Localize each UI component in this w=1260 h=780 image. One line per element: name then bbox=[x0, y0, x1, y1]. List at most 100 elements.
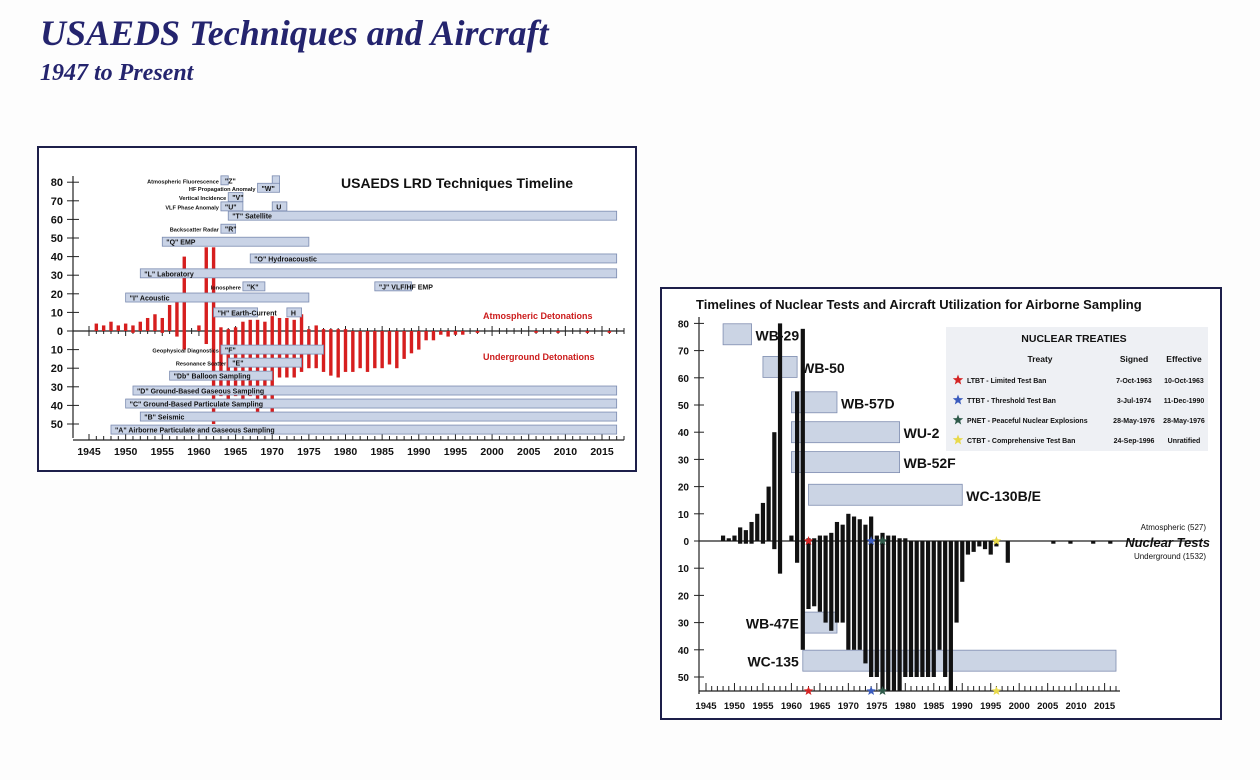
atmospheric-bar bbox=[204, 247, 208, 331]
atmospheric-bar bbox=[167, 304, 172, 331]
underground-bar bbox=[982, 541, 988, 550]
x-tick-label: 1990 bbox=[952, 701, 973, 712]
underground-bar bbox=[343, 331, 348, 372]
y-tick-label: 20 bbox=[51, 289, 63, 301]
x-tick-label: 2000 bbox=[1009, 701, 1030, 712]
technique-code: "E" bbox=[232, 361, 243, 368]
underground-bar bbox=[175, 331, 179, 337]
underground-bar bbox=[409, 331, 414, 354]
technique-bar bbox=[286, 307, 302, 318]
technique-bar bbox=[132, 385, 618, 396]
y-tick-label: 30 bbox=[51, 270, 63, 282]
underground-bar bbox=[829, 541, 834, 631]
atmospheric-bar bbox=[109, 321, 113, 331]
y-tick-label: 60 bbox=[678, 374, 690, 385]
aircraft-bar bbox=[791, 421, 901, 444]
underground-bar bbox=[131, 331, 135, 333]
treaty-signed: 7-Oct-1963 bbox=[1116, 378, 1152, 385]
underground-bar bbox=[336, 331, 340, 378]
chart-title: USAEDS LRD Techniques Timeline bbox=[341, 175, 573, 191]
atmospheric-bar bbox=[840, 524, 845, 541]
atmospheric-bar bbox=[846, 513, 851, 541]
underground-bar bbox=[834, 541, 840, 623]
treaty-star-icon bbox=[952, 374, 964, 385]
underground-bar bbox=[960, 541, 965, 582]
aircraft-bar bbox=[791, 451, 901, 474]
aircraft-label: WB-29 bbox=[756, 327, 800, 343]
technique-label: Backscatter Radar bbox=[170, 228, 220, 234]
atmospheric-bar bbox=[720, 535, 726, 541]
atmospheric-bar bbox=[94, 323, 99, 331]
treaty-signed: 24-Sep-1996 bbox=[1114, 438, 1155, 445]
x-tick-label: 1960 bbox=[187, 446, 211, 458]
underground-bar bbox=[943, 541, 948, 677]
underground-bar bbox=[908, 541, 914, 677]
technique-bar bbox=[220, 344, 324, 355]
technique-bar bbox=[227, 357, 302, 368]
treaties-header-treaty: Treaty bbox=[1027, 354, 1052, 364]
atmospheric-bar bbox=[749, 521, 754, 541]
technique-bar bbox=[249, 253, 618, 264]
x-tick-label: 1970 bbox=[838, 701, 859, 712]
treaty-star-icon bbox=[866, 536, 876, 546]
x-tick-label: 2000 bbox=[480, 446, 504, 458]
treaty-star-icon bbox=[991, 536, 1002, 546]
technique-code: "A" Airborne Particulate and Gaseous Sam… bbox=[115, 428, 275, 435]
atmospheric-bar bbox=[817, 535, 822, 541]
underground-bar bbox=[931, 541, 936, 677]
atmospheric-count-label: Atmospheric (527) bbox=[1141, 523, 1207, 532]
technique-label: Vertical Incidence bbox=[179, 196, 226, 202]
aircraft-bar bbox=[802, 649, 1117, 672]
underground-bar bbox=[937, 541, 942, 650]
underground-bar bbox=[857, 541, 862, 650]
atmospheric-bar bbox=[226, 329, 230, 331]
technique-code: "C" Ground-Based Particulate Sampling bbox=[130, 402, 263, 409]
underground-bar bbox=[948, 541, 953, 691]
y-tick-label: 30 bbox=[678, 619, 690, 630]
atmospheric-bar bbox=[903, 538, 908, 541]
y-tick-label: 40 bbox=[51, 400, 63, 412]
page-subtitle: 1947 to Present bbox=[40, 60, 194, 86]
treaty-signed: 28-May-1976 bbox=[1113, 418, 1155, 425]
technique-bar bbox=[220, 223, 236, 234]
atmospheric-bar bbox=[101, 325, 106, 331]
y-tick-label: 30 bbox=[678, 455, 690, 466]
atmospheric-bar bbox=[834, 521, 840, 541]
x-tick-label: 1975 bbox=[866, 701, 888, 712]
y-tick-label: 10 bbox=[51, 345, 63, 357]
underground-bar bbox=[204, 331, 208, 345]
atmospheric-bar bbox=[292, 319, 296, 331]
underground-bar bbox=[461, 331, 465, 335]
technique-label: Geophysical Diagnostics bbox=[152, 349, 219, 355]
atmospheric-bar bbox=[738, 527, 743, 541]
y-tick-label: 50 bbox=[51, 419, 63, 431]
x-tick-label: 1955 bbox=[752, 701, 774, 712]
underground-bar bbox=[994, 541, 999, 547]
x-tick-label: 1980 bbox=[334, 446, 358, 458]
underground-bar bbox=[743, 541, 748, 544]
technique-code: H bbox=[291, 310, 296, 317]
atmospheric-bar bbox=[329, 329, 333, 331]
atmospheric-bar bbox=[233, 327, 238, 331]
atmospheric-bar bbox=[299, 314, 304, 331]
underground-label: Underground Detonations bbox=[483, 352, 595, 362]
y-tick-label: 10 bbox=[678, 510, 690, 521]
atmospheric-bar bbox=[138, 321, 143, 331]
y-tick-label: 0 bbox=[683, 537, 689, 548]
technique-label: Ionosphere bbox=[211, 285, 241, 291]
x-tick-label: 2010 bbox=[1066, 701, 1087, 712]
lrd-techniques-svg: USAEDS LRD Techniques Timeline 80 70 60 50 40… bbox=[51, 175, 625, 458]
atmospheric-bar bbox=[131, 325, 135, 331]
technique-bar bbox=[257, 182, 280, 193]
underground-bar bbox=[1091, 541, 1096, 544]
chart-title: Timelines of Nuclear Tests and Aircraft … bbox=[696, 297, 1142, 312]
treaty-star-icon bbox=[877, 686, 888, 696]
underground-bar bbox=[965, 541, 971, 555]
underground-bar bbox=[800, 541, 805, 650]
y-tick-label: 20 bbox=[51, 363, 63, 375]
treaty-star-icon bbox=[803, 686, 814, 696]
x-tick-label: 1980 bbox=[895, 701, 916, 712]
technique-code: "L" Laboratory bbox=[144, 271, 194, 278]
underground-bar bbox=[846, 541, 851, 650]
underground-bar bbox=[891, 541, 897, 691]
